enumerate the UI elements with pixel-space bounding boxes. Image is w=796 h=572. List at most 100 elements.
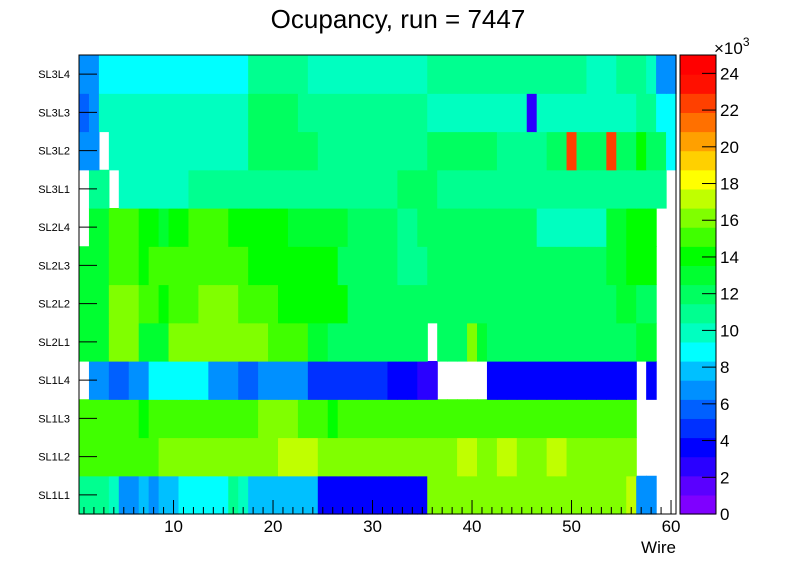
heatmap-cell [218, 475, 229, 515]
heatmap-cell [496, 246, 508, 286]
heatmap-cell [526, 131, 538, 171]
heatmap-cell [387, 284, 398, 324]
heatmap-cell [297, 284, 309, 324]
heatmap-cell [526, 437, 538, 477]
heatmap-cell [646, 93, 657, 133]
heatmap-cell [646, 322, 657, 362]
heatmap-cell [626, 131, 637, 171]
heatmap-cell [158, 399, 170, 439]
heatmap-cell [278, 322, 289, 362]
heatmap-cell [148, 322, 160, 362]
heatmap-cell [576, 437, 588, 477]
heatmap-cell [198, 284, 209, 324]
heatmap-cell [377, 55, 389, 94]
heatmap-cell [616, 131, 627, 171]
heatmap-cell [516, 475, 528, 515]
heatmap-cell [248, 284, 259, 324]
heatmap-cell [198, 131, 209, 171]
heatmap-cell [258, 322, 269, 362]
heatmap-cell [447, 475, 458, 515]
heatmap-cell [317, 399, 329, 439]
heatmap-cell [467, 475, 478, 515]
heatmap-cell [437, 284, 448, 324]
heatmap-cell [287, 399, 299, 439]
heatmap-cell [317, 475, 329, 515]
heatmap-cell [616, 208, 627, 247]
y-tick-label: SL3L4 [38, 69, 70, 81]
color-bar-segment [680, 188, 716, 209]
heatmap-cell [656, 131, 667, 171]
heatmap-cell [307, 284, 319, 324]
heatmap-cell [437, 131, 448, 171]
heatmap-cell [158, 284, 170, 324]
heatmap-cell [128, 361, 140, 400]
heatmap-cell [248, 131, 259, 171]
heatmap-cell [168, 246, 180, 286]
heatmap-cell [268, 399, 279, 439]
heatmap-cell [317, 93, 329, 133]
heatmap-cell [168, 284, 180, 324]
heatmap-cell [258, 246, 269, 286]
heatmap-cell [377, 131, 389, 171]
heatmap-cell [477, 437, 488, 477]
heatmap-cell [566, 284, 578, 324]
color-bar-tick-label: 6 [720, 395, 729, 414]
color-bar-segment [680, 494, 716, 515]
heatmap-cell [327, 399, 339, 439]
heatmap-cell [367, 322, 379, 362]
heatmap-cell [506, 55, 518, 94]
heatmap-cell [178, 131, 190, 171]
heatmap-cell [188, 284, 199, 324]
heatmap-cell [268, 131, 279, 171]
color-bar-tick-label: 2 [720, 468, 729, 487]
color-bar-segment [680, 265, 716, 286]
heatmap-cell [417, 93, 428, 133]
heatmap-cell [387, 208, 398, 247]
heatmap-cell [278, 131, 289, 171]
heatmap-cell [556, 131, 568, 171]
heatmap-cell [397, 475, 408, 515]
heatmap-cell [417, 55, 428, 94]
heatmap-cell [278, 93, 289, 133]
heatmap-cell [188, 93, 199, 133]
heatmap-cell [596, 131, 607, 171]
heatmap-cell [258, 399, 269, 439]
heatmap-cell [128, 475, 140, 515]
heatmap-cell [178, 208, 190, 247]
heatmap-cell [98, 169, 110, 209]
heatmap-cell [297, 131, 309, 171]
heatmap-cell [556, 55, 568, 94]
heatmap-cell [437, 399, 448, 439]
heatmap-cell [666, 93, 677, 133]
heatmap-cell [437, 55, 448, 94]
heatmap-cell [148, 208, 160, 247]
heatmap-cell [427, 246, 438, 286]
y-tick-label: SL1L3 [38, 413, 70, 425]
heatmap-cell [516, 131, 528, 171]
heatmap-cell [258, 284, 269, 324]
heatmap-cell [297, 55, 309, 94]
heatmap-cell [407, 55, 418, 94]
heatmap-cell [208, 55, 219, 94]
heatmap-cell [486, 208, 498, 247]
heatmap-cell [258, 437, 269, 477]
heatmap-cell [297, 399, 309, 439]
color-bar-tick-label: 12 [720, 285, 739, 304]
heatmap-cell [666, 131, 677, 171]
heatmap-cell [377, 399, 389, 439]
heatmap-cell [218, 361, 229, 400]
heatmap-cell [397, 93, 408, 133]
heatmap-cell [347, 169, 359, 209]
heatmap-cell [477, 399, 488, 439]
heatmap-cell [148, 284, 160, 324]
heatmap-cell [367, 131, 379, 171]
heatmap-cell [626, 437, 637, 477]
heatmap-cell [496, 475, 508, 515]
heatmap-cell [287, 55, 299, 94]
heatmap-cell [287, 284, 299, 324]
color-bar-segment [680, 131, 716, 152]
heatmap-cell [108, 475, 120, 515]
heatmap-cell [516, 169, 528, 209]
heatmap-cell [268, 55, 279, 94]
color-bar-segment [680, 341, 716, 362]
